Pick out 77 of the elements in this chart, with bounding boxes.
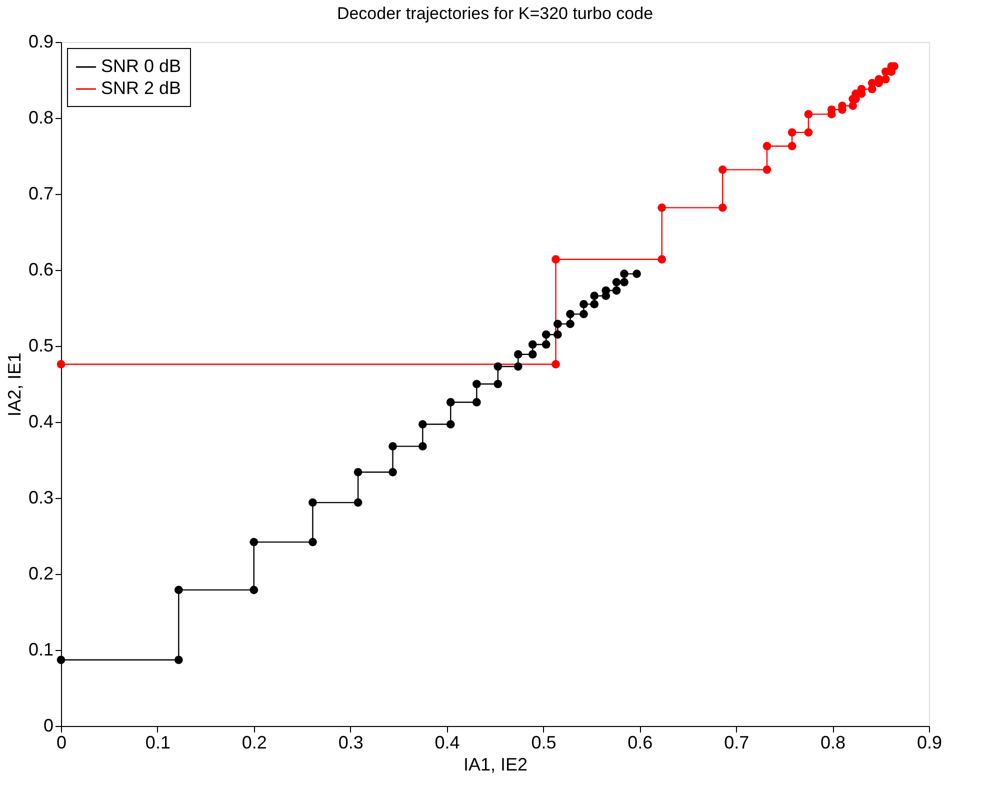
point <box>174 586 183 594</box>
point <box>552 360 560 368</box>
point <box>580 300 588 308</box>
point <box>388 442 397 450</box>
point <box>580 310 588 318</box>
point <box>762 166 772 174</box>
point <box>881 75 890 84</box>
point <box>56 656 66 664</box>
y-axis-title: IA2, IE1 <box>4 352 24 417</box>
point <box>554 330 562 339</box>
point <box>788 128 796 137</box>
x-tick-label: 0.7 <box>724 732 750 752</box>
point <box>388 468 397 476</box>
point <box>308 538 317 546</box>
y-tick-label: 0.5 <box>28 336 54 356</box>
legend-label: SNR 2 dB <box>101 78 182 98</box>
point <box>354 498 362 507</box>
point <box>174 656 183 664</box>
x-tick-label: 0 <box>56 732 67 752</box>
x-tick-label: 0.9 <box>916 732 942 752</box>
y-tick-label: 0.4 <box>28 412 54 432</box>
point <box>418 420 427 428</box>
x-tick-label: 0.6 <box>628 732 653 752</box>
point <box>658 204 666 212</box>
point <box>446 420 455 428</box>
point <box>56 360 66 368</box>
point <box>514 350 522 359</box>
x-tick-label: 0.5 <box>531 732 556 752</box>
x-tick-label: 0.1 <box>145 732 170 752</box>
chart-title: Decoder trajectories for K=320 turbo code <box>336 4 654 23</box>
point <box>788 142 796 150</box>
point <box>620 270 628 278</box>
y-tick-label: 0.6 <box>28 260 54 280</box>
point <box>472 380 481 388</box>
point <box>250 538 258 546</box>
point <box>804 110 813 118</box>
point <box>494 380 502 388</box>
point <box>620 278 628 286</box>
point <box>566 320 574 328</box>
point <box>804 128 813 137</box>
point <box>528 350 537 359</box>
point <box>658 255 666 264</box>
point <box>542 340 550 349</box>
point <box>718 204 727 212</box>
point <box>762 142 772 150</box>
point <box>446 398 455 406</box>
y-tick-label: 0.2 <box>28 564 54 584</box>
legend-label: SNR 0 dB <box>101 56 182 76</box>
point <box>308 498 317 507</box>
point <box>718 166 727 174</box>
point <box>250 586 258 594</box>
y-tick-label: 0 <box>43 716 54 736</box>
point <box>632 270 641 278</box>
y-tick-label: 0.8 <box>28 108 54 128</box>
point <box>542 330 550 339</box>
point <box>472 398 481 406</box>
point <box>528 340 537 349</box>
point <box>552 255 560 264</box>
point <box>354 468 362 476</box>
x-tick-label: 0.2 <box>242 732 267 752</box>
x-tick-label: 0.3 <box>338 732 364 752</box>
point <box>566 310 574 318</box>
x-tick-label: 0.8 <box>820 732 846 752</box>
point <box>418 442 427 450</box>
point <box>494 362 502 371</box>
x-tick-label: 0.4 <box>434 732 460 752</box>
point <box>612 278 621 286</box>
y-tick-label: 0.3 <box>28 488 54 508</box>
point <box>554 320 562 328</box>
y-tick-label: 0.9 <box>28 32 54 52</box>
point <box>590 300 599 308</box>
point <box>514 362 522 371</box>
point <box>612 286 621 295</box>
point <box>590 292 599 300</box>
y-tick-label: 0.7 <box>28 184 54 204</box>
y-tick-label: 0.1 <box>28 640 54 660</box>
x-axis-title: IA1, IE2 <box>463 754 528 774</box>
